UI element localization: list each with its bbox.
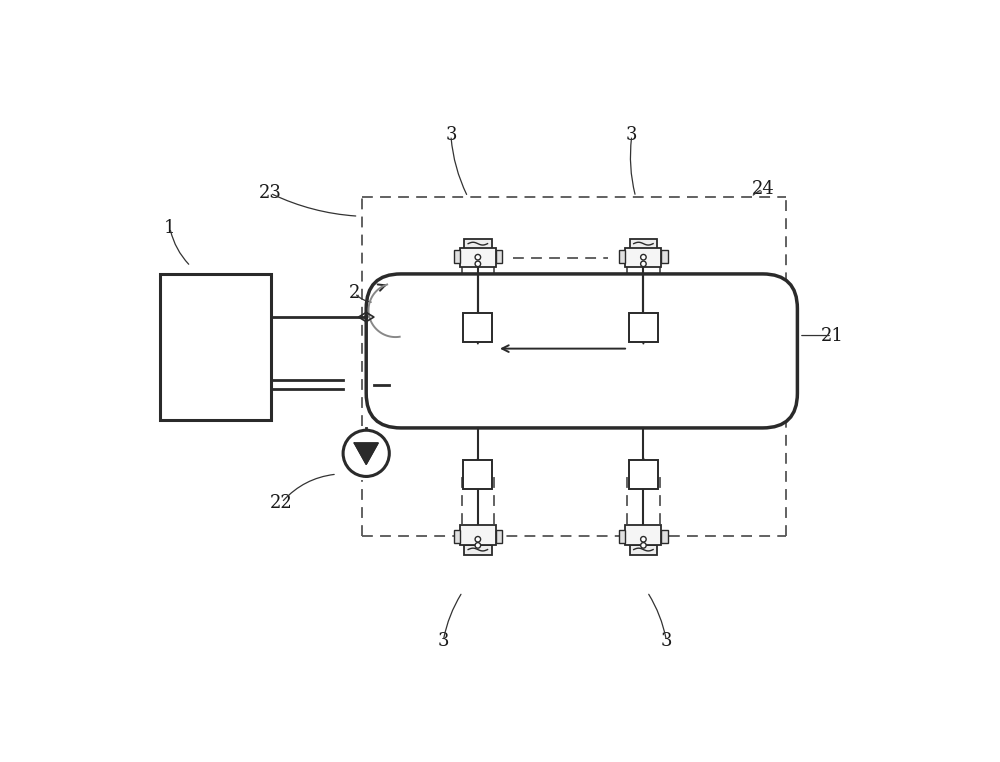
- Bar: [630, 545, 657, 555]
- Bar: [460, 248, 496, 267]
- Bar: [454, 250, 460, 264]
- Text: 3: 3: [661, 632, 672, 650]
- Bar: [661, 530, 668, 543]
- Text: 3: 3: [437, 632, 449, 650]
- Circle shape: [475, 543, 481, 548]
- Text: 1: 1: [164, 219, 176, 237]
- Circle shape: [641, 261, 646, 267]
- Bar: [630, 239, 657, 249]
- Text: 21: 21: [821, 327, 843, 344]
- Bar: [629, 313, 658, 342]
- Bar: [619, 250, 625, 264]
- Bar: [496, 530, 502, 543]
- Circle shape: [641, 255, 646, 260]
- Bar: [160, 274, 271, 420]
- Bar: [619, 530, 625, 543]
- Bar: [625, 526, 661, 545]
- FancyBboxPatch shape: [372, 280, 792, 423]
- Text: 3: 3: [626, 126, 638, 144]
- Circle shape: [365, 315, 368, 319]
- Text: 2: 2: [349, 284, 360, 303]
- Text: 23: 23: [259, 184, 281, 202]
- Bar: [464, 545, 492, 555]
- Circle shape: [641, 543, 646, 548]
- Bar: [460, 526, 496, 545]
- Bar: [661, 250, 668, 264]
- Circle shape: [475, 536, 481, 542]
- Bar: [625, 248, 661, 267]
- Circle shape: [475, 261, 481, 267]
- Bar: [629, 459, 658, 488]
- Polygon shape: [354, 443, 378, 464]
- Text: 3: 3: [445, 126, 457, 144]
- Bar: [454, 530, 460, 543]
- Circle shape: [475, 255, 481, 260]
- FancyBboxPatch shape: [366, 274, 797, 428]
- Circle shape: [343, 431, 389, 476]
- Bar: [463, 459, 492, 488]
- Bar: [463, 313, 492, 342]
- Circle shape: [641, 536, 646, 542]
- Bar: [464, 239, 492, 249]
- Text: 22: 22: [270, 494, 293, 511]
- Bar: [496, 250, 502, 264]
- Text: 24: 24: [751, 181, 774, 198]
